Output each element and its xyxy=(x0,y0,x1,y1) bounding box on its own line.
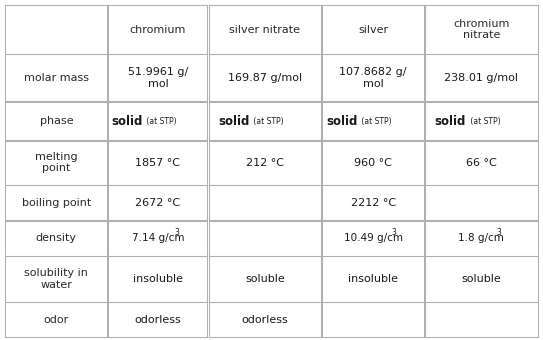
Text: molar mass: molar mass xyxy=(24,73,89,83)
Text: 169.87 g/mol: 169.87 g/mol xyxy=(228,73,302,83)
Text: solid: solid xyxy=(218,115,250,128)
Text: silver: silver xyxy=(358,24,388,34)
Text: chromium: chromium xyxy=(130,24,186,34)
Text: 960 °C: 960 °C xyxy=(354,158,392,168)
Text: insoluble: insoluble xyxy=(348,274,398,284)
Text: 1857 °C: 1857 °C xyxy=(135,158,180,168)
Text: 7.14 g/cm: 7.14 g/cm xyxy=(131,233,184,243)
Text: odorless: odorless xyxy=(242,315,288,325)
Text: 238.01 g/mol: 238.01 g/mol xyxy=(444,73,519,83)
Text: 2672 °C: 2672 °C xyxy=(135,198,180,207)
Text: 212 °C: 212 °C xyxy=(246,158,284,168)
Text: chromium
nitrate: chromium nitrate xyxy=(453,19,509,40)
Text: solid: solid xyxy=(435,115,466,128)
Text: (at STP): (at STP) xyxy=(144,117,177,125)
Text: solid: solid xyxy=(326,115,358,128)
Text: 10.49 g/cm: 10.49 g/cm xyxy=(344,233,402,243)
Text: (at STP): (at STP) xyxy=(468,117,500,125)
Text: odor: odor xyxy=(44,315,69,325)
Text: odorless: odorless xyxy=(135,315,181,325)
Text: 3: 3 xyxy=(175,227,180,237)
Text: melting
point: melting point xyxy=(35,152,78,173)
Text: insoluble: insoluble xyxy=(133,274,183,284)
Text: 107.8682 g/
mol: 107.8682 g/ mol xyxy=(339,67,407,89)
Text: density: density xyxy=(36,233,77,243)
Text: phase: phase xyxy=(40,116,73,126)
Text: boiling point: boiling point xyxy=(22,198,91,207)
Text: 3: 3 xyxy=(392,227,396,237)
Text: solubility in
water: solubility in water xyxy=(24,268,89,290)
Text: 1.8 g/cm: 1.8 g/cm xyxy=(458,233,504,243)
Text: silver nitrate: silver nitrate xyxy=(229,24,300,34)
Text: soluble: soluble xyxy=(462,274,501,284)
Text: (at STP): (at STP) xyxy=(359,117,392,125)
Text: 3: 3 xyxy=(497,227,502,237)
Text: solid: solid xyxy=(111,115,143,128)
Text: 51.9961 g/
mol: 51.9961 g/ mol xyxy=(128,67,188,89)
Text: 2212 °C: 2212 °C xyxy=(350,198,396,207)
Text: (at STP): (at STP) xyxy=(251,117,284,125)
Text: 66 °C: 66 °C xyxy=(466,158,497,168)
Text: soluble: soluble xyxy=(245,274,285,284)
